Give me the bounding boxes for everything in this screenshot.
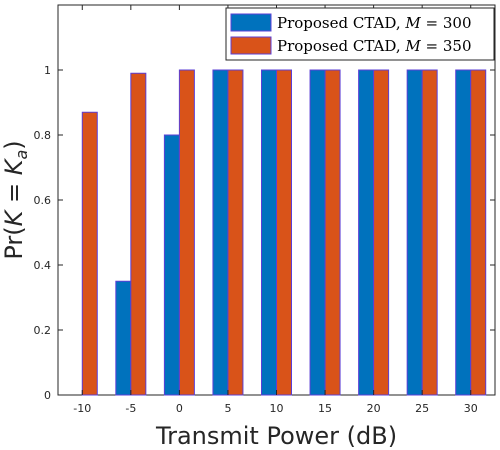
bar-series2--5 — [130, 72, 147, 396]
bar-series1-25 — [406, 69, 423, 396]
x-tick-label: 20 — [367, 402, 381, 415]
y-tick-label: 0.8 — [34, 129, 52, 142]
y-axis-title: Pr(K = Ka) — [0, 140, 31, 259]
x-tick-label: 30 — [464, 402, 478, 415]
bar-series2-25 — [421, 69, 438, 396]
legend-swatch-0 — [230, 13, 272, 32]
x-tick-label: 15 — [318, 402, 332, 415]
x-axis: -10 -5 0 5 10 15 20 25 30 — [73, 5, 478, 415]
x-axis-title: Transmit Power (dB) — [155, 422, 397, 450]
legend-label-1-suffix: = 350 — [421, 37, 472, 55]
y-axis-title-func: Pr — [0, 236, 28, 260]
x-tick-label: -5 — [125, 402, 136, 415]
bar-series1--5 — [115, 280, 132, 396]
bar-series1-30 — [455, 69, 472, 396]
legend-label-1-var: M — [404, 37, 421, 55]
y-tick-label: 0 — [44, 389, 51, 402]
x-tick-label: 0 — [176, 402, 183, 415]
bar-series2-20 — [373, 69, 390, 396]
bar-series1-15 — [309, 69, 326, 396]
bar-series2-10 — [276, 69, 292, 396]
x-tick-label: 5 — [224, 402, 231, 415]
y-tick-label: 0.4 — [34, 259, 52, 272]
bar-series1-20 — [358, 69, 375, 396]
y-axis-title-var2: K — [0, 157, 28, 175]
bars-layer — [81, 69, 487, 396]
y-axis-title-eq: = — [0, 175, 28, 210]
legend-label-0-var: M — [404, 14, 421, 32]
bar-series1-10 — [261, 69, 277, 396]
y-axis-title-open: ( — [0, 226, 28, 235]
legend-label-0-suffix: = 300 — [421, 14, 472, 32]
bar-series2-0 — [178, 69, 195, 396]
legend-label-0-prefix: Proposed CTAD, — [277, 14, 405, 32]
legend-swatch-1 — [230, 36, 272, 55]
bar-series1-5 — [212, 69, 229, 396]
bar-series1-0 — [163, 134, 180, 396]
bar-series2-15 — [324, 69, 341, 396]
x-tick-label: 25 — [415, 402, 429, 415]
legend: Proposed CTAD, M = 300 Proposed CTAD, M … — [225, 7, 495, 61]
x-tick-label: -10 — [73, 402, 91, 415]
y-tick-label: 1 — [44, 64, 51, 77]
y-axis: 0 0.2 0.4 0.6 0.8 1 — [34, 64, 495, 402]
y-axis-title-var: K — [0, 208, 28, 226]
legend-label-1-prefix: Proposed CTAD, — [277, 37, 405, 55]
bar-series2-5 — [227, 69, 244, 396]
y-axis-title-sub: a — [12, 150, 31, 160]
y-tick-label: 0.6 — [34, 194, 52, 207]
y-axis-title-close: ) — [0, 140, 28, 149]
legend-label-1: Proposed CTAD, M = 350 — [277, 37, 472, 55]
x-tick-label: 10 — [270, 402, 284, 415]
bar-series2--10 — [81, 111, 98, 396]
y-tick-label: 0.2 — [34, 324, 52, 337]
legend-label-0: Proposed CTAD, M = 300 — [277, 14, 472, 32]
bar-series2-30 — [470, 69, 487, 396]
